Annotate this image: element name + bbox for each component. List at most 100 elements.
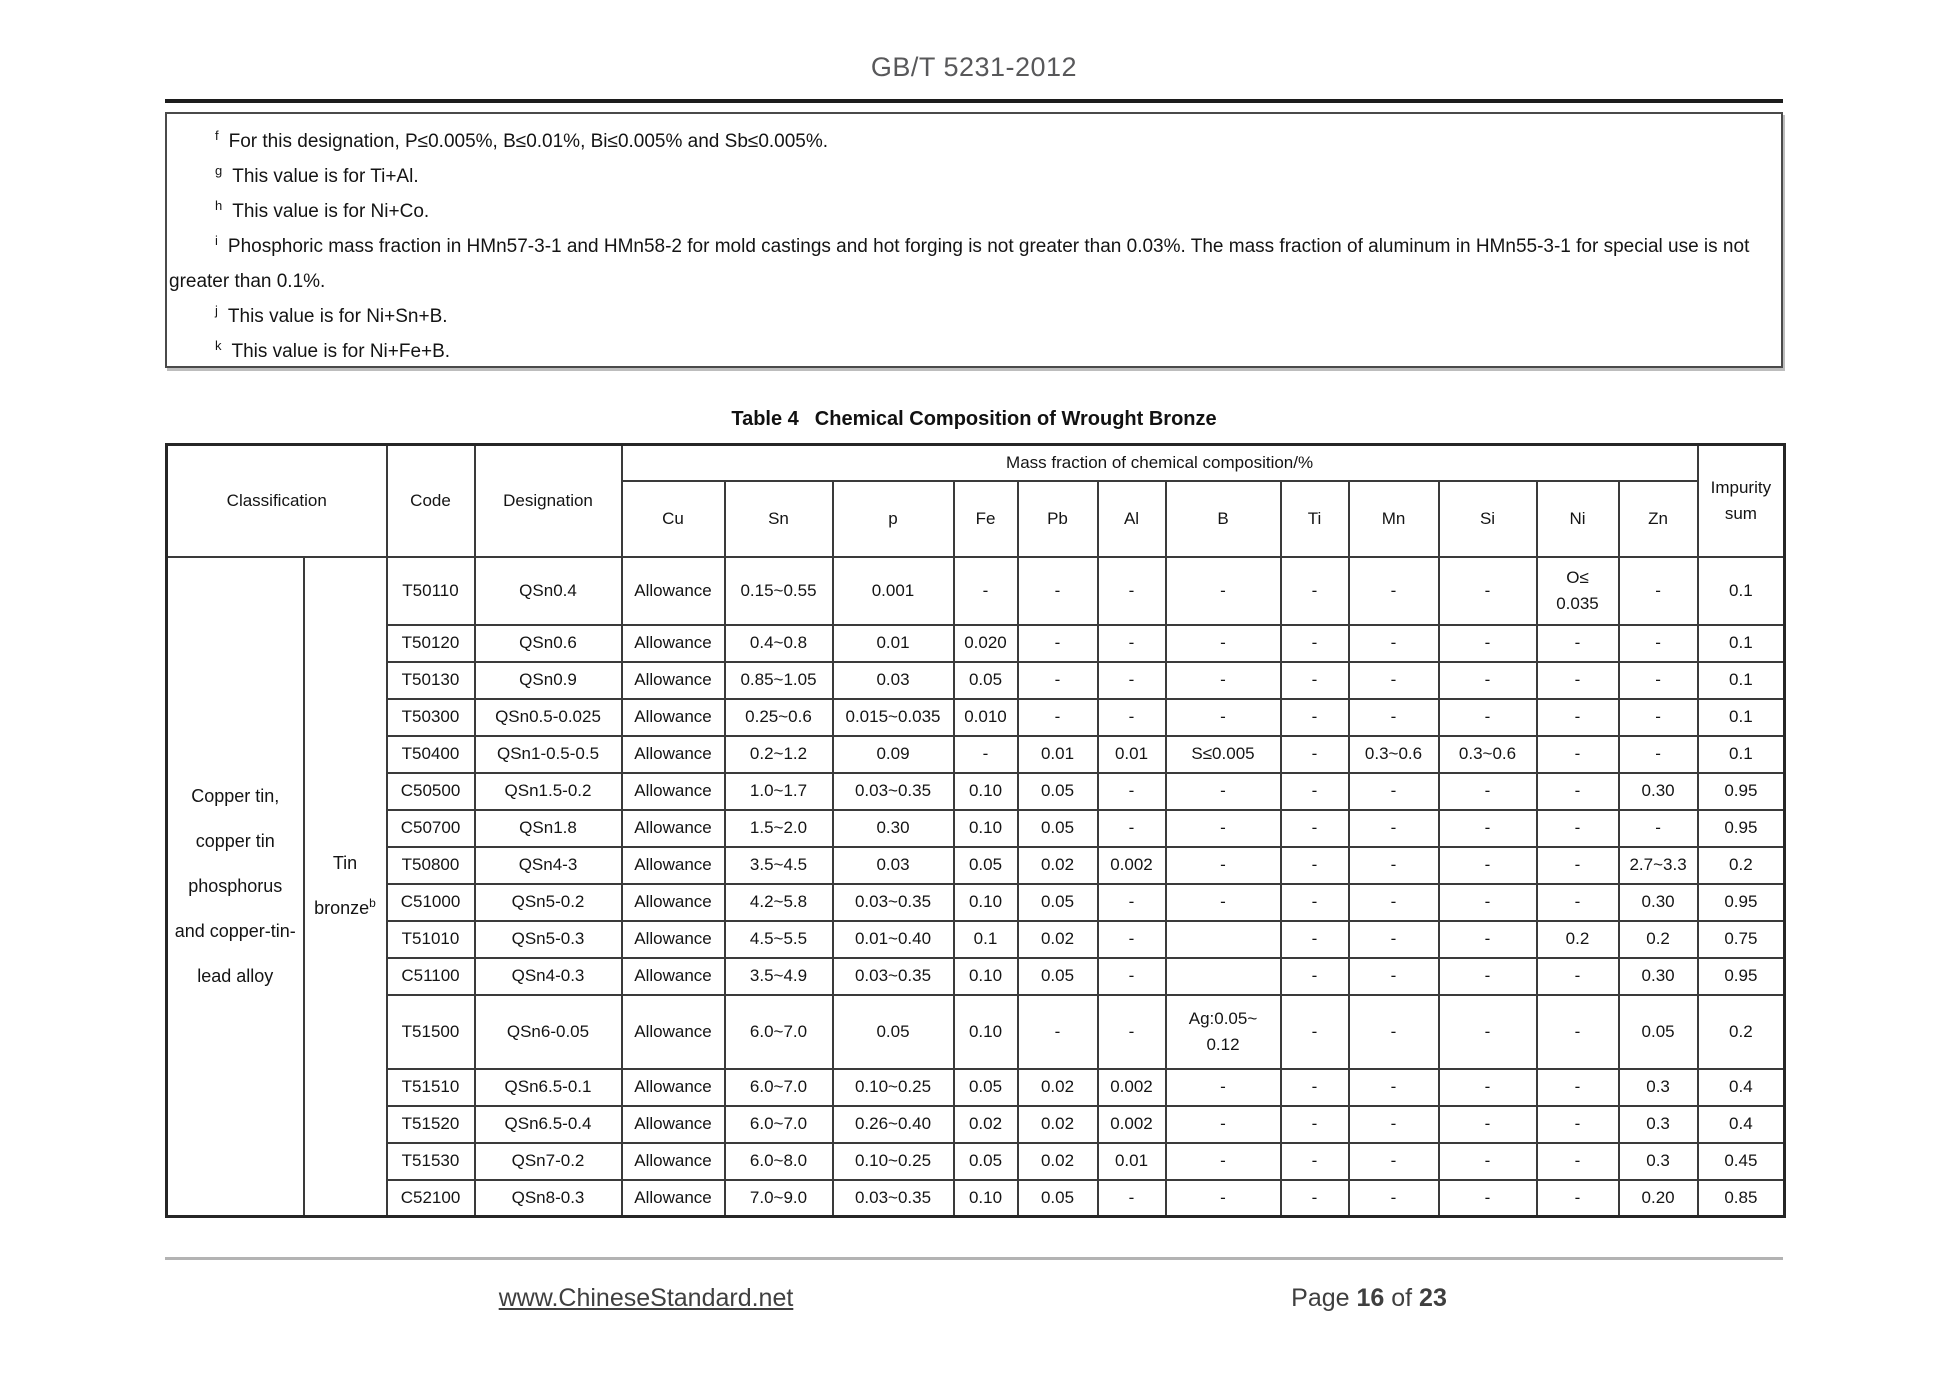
cell-si: - <box>1437 771 1538 811</box>
cell-mn: - <box>1347 660 1440 700</box>
cell-cu: Allowance <box>620 697 726 737</box>
subgroup-label: Tin bronze <box>314 853 370 919</box>
cell-ti: - <box>1279 919 1350 959</box>
cell-p: 0.26~0.40 <box>831 1104 955 1144</box>
cell-sn: 4.2~5.8 <box>723 882 834 922</box>
cell-sn: 0.4~0.8 <box>723 623 834 663</box>
cell-impurity-sum: 0.95 <box>1696 771 1786 811</box>
cell-zn: - <box>1617 697 1699 737</box>
cell-p: 0.01 <box>831 623 955 663</box>
cell-pb: 0.05 <box>1016 1178 1099 1218</box>
footnote-marker: f <box>215 127 219 143</box>
cell-si: 0.3~0.6 <box>1437 734 1538 774</box>
cell-code: T51010 <box>385 919 476 959</box>
cell-ni: - <box>1535 1178 1620 1218</box>
cell-sn: 6.0~7.0 <box>723 1067 834 1107</box>
cell-code: C52100 <box>385 1178 476 1218</box>
cell-pb: - <box>1016 993 1099 1070</box>
cell-cu: Allowance <box>620 1104 726 1144</box>
footnote-h: h This value is for Ni+Co. <box>169 194 1769 229</box>
cell-impurity-sum: 0.1 <box>1696 623 1786 663</box>
cell-p: 0.03 <box>831 845 955 885</box>
cell-p: 0.09 <box>831 734 955 774</box>
cell-b: - <box>1164 555 1282 626</box>
cell-impurity-sum: 0.45 <box>1696 1141 1786 1181</box>
cell-sn: 4.5~5.5 <box>723 919 834 959</box>
cell-b: - <box>1164 660 1282 700</box>
cell-pb: 0.05 <box>1016 956 1099 996</box>
cell-pb: - <box>1016 623 1099 663</box>
cell-b: - <box>1164 771 1282 811</box>
cell-designation: QSn6-0.05 <box>473 993 623 1070</box>
cell-pb: 0.05 <box>1016 771 1099 811</box>
cell-zn: 0.3 <box>1617 1067 1699 1107</box>
cell-ni: - <box>1535 882 1620 922</box>
page-prefix: Page <box>1291 1284 1357 1312</box>
cell-si: - <box>1437 1141 1538 1181</box>
cell-si: - <box>1437 882 1538 922</box>
cell-cu: Allowance <box>620 771 726 811</box>
cell-code: T50120 <box>385 623 476 663</box>
cell-fe: 0.10 <box>952 993 1019 1070</box>
cell-ni: - <box>1535 993 1620 1070</box>
cell-b: S≤0.005 <box>1164 734 1282 774</box>
cell-zn: - <box>1617 623 1699 663</box>
header-row-1: Classification Code Designation Mass fra… <box>165 443 1786 558</box>
cell-p: 0.01~0.40 <box>831 919 955 959</box>
footer-website-link[interactable]: www.ChineseStandard.net <box>498 1284 794 1312</box>
cell-ni: - <box>1535 1104 1620 1144</box>
table-row: C50700 QSn1.8 Allowance 1.5~2.0 0.30 0.1… <box>167 808 1786 848</box>
cell-mn: - <box>1347 845 1440 885</box>
cell-ti: - <box>1279 771 1350 811</box>
cell-si: - <box>1437 808 1538 848</box>
cell-ti: - <box>1279 660 1350 700</box>
cell-ti: - <box>1279 845 1350 885</box>
cell-sn: 0.85~1.05 <box>723 660 834 700</box>
footnote-marker: g <box>215 162 223 178</box>
cell-fe: - <box>952 734 1019 774</box>
cell-classification-group: Copper tin, copper tin phosphorus and co… <box>165 555 305 1218</box>
header-row-2: Cu Sn p Fe Pb Al B Ti Mn Si Ni Zn <box>167 479 1785 558</box>
cell-designation: QSn0.4 <box>473 555 623 626</box>
cell-cu: Allowance <box>620 993 726 1070</box>
col-header-pb: Pb <box>1016 479 1099 558</box>
cell-si: - <box>1437 956 1538 996</box>
cell-cu: Allowance <box>620 1178 726 1218</box>
cell-zn: 0.20 <box>1617 1178 1699 1218</box>
table-caption: Chemical Composition of Wrought Bronze <box>814 408 1217 430</box>
cell-zn: 0.3 <box>1617 1104 1699 1144</box>
col-header-impurity-sum: Impurity sum <box>1696 443 1786 558</box>
cell-zn: 2.7~3.3 <box>1617 845 1699 885</box>
cell-code: T50800 <box>385 845 476 885</box>
cell-ni: - <box>1535 623 1620 663</box>
cell-code: T51530 <box>385 1141 476 1181</box>
footnote-marker: h <box>215 197 223 213</box>
cell-mn: - <box>1347 919 1440 959</box>
cell-al: 0.01 <box>1096 1141 1167 1181</box>
footer-rule <box>165 1257 1783 1260</box>
cell-mn: - <box>1347 882 1440 922</box>
cell-pb: 0.01 <box>1016 734 1099 774</box>
cell-p: 0.03~0.35 <box>831 771 955 811</box>
cell-zn: - <box>1617 734 1699 774</box>
cell-zn: 0.2 <box>1617 919 1699 959</box>
cell-zn: - <box>1617 660 1699 700</box>
cell-code: C50700 <box>385 808 476 848</box>
col-header-al: Al <box>1096 479 1167 558</box>
cell-ti: - <box>1279 1104 1350 1144</box>
cell-al: - <box>1096 623 1167 663</box>
cell-ni: - <box>1535 808 1620 848</box>
cell-al: - <box>1096 808 1167 848</box>
cell-code: C50500 <box>385 771 476 811</box>
cell-pb: 0.02 <box>1016 1141 1099 1181</box>
cell-impurity-sum: 0.75 <box>1696 919 1786 959</box>
cell-designation: QSn6.5-0.4 <box>473 1104 623 1144</box>
footnote-marker: k <box>215 337 222 353</box>
cell-designation: QSn5-0.2 <box>473 882 623 922</box>
cell-impurity-sum: 0.4 <box>1696 1104 1786 1144</box>
cell-fe: 0.02 <box>952 1104 1019 1144</box>
footnote-text: For this designation, P≤0.005%, B≤0.01%,… <box>228 131 829 152</box>
footnote-text: This value is for Ti+Al. <box>232 166 419 187</box>
cell-cu: Allowance <box>620 956 726 996</box>
